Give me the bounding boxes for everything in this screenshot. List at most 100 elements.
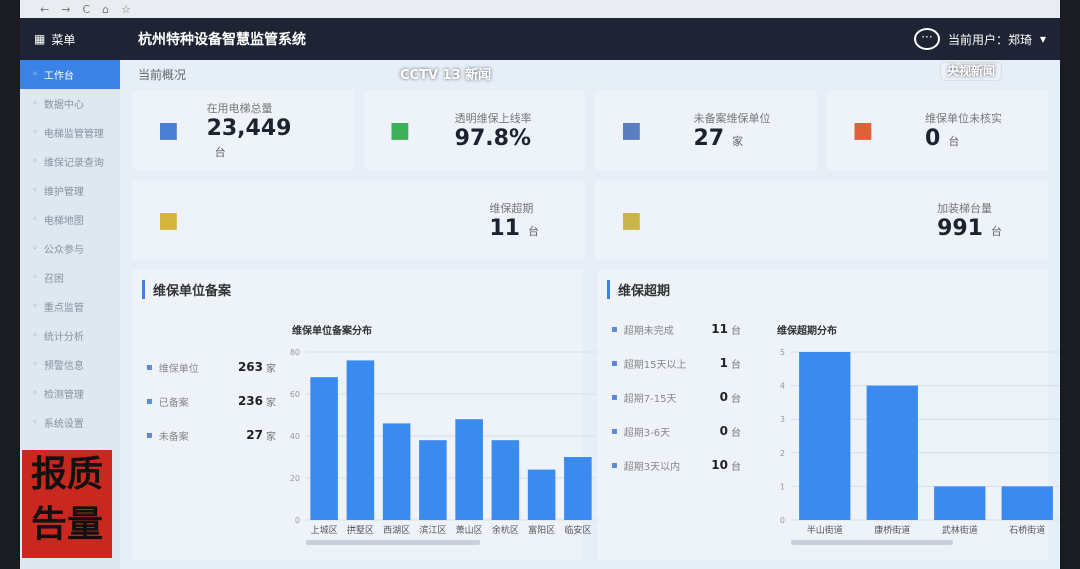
bullet-icon: ▪ (611, 391, 618, 403)
stat-label: 未备案维保单位 (693, 111, 771, 125)
bar (934, 486, 986, 520)
sidebar-item[interactable]: ◦ 公众参与 (20, 234, 120, 263)
reload-icon[interactable]: C (82, 2, 91, 16)
sidebar-item-icon: ◦ (32, 156, 38, 167)
sidebar-item[interactable]: ◦ 统计分析 (20, 321, 120, 350)
alert-box-icon: ■ (852, 117, 874, 143)
sidebar-item[interactable]: ◦ 检测管理 (20, 379, 120, 408)
stat-unit: 家 (266, 397, 276, 409)
overdue-panel: 维保超期 ▪ 超期未完成 11 台 ▪ 超期15天以上 1 台 ▪ 超期7-15天 0 台 ▪ 超期3-6… (597, 270, 1060, 560)
y-tick-label: 2 (780, 449, 785, 458)
stat-label: 超期7-15天 (623, 393, 677, 405)
stat-value: 991 (937, 215, 983, 241)
sidebar-item[interactable]: ◦ 数据中心 (20, 89, 120, 118)
stat-unit: 台 (948, 134, 960, 148)
sidebar-item[interactable]: ◦ 预警信息 (20, 350, 120, 379)
cctv13-logo: CCTV 13 新闻 (400, 68, 492, 83)
stat-label: 超期3天以内 (623, 461, 681, 473)
top-bar: ▦ 菜单 杭州特种设备智慧监管系统 ··· 当前用户：郑琦 ▾ (20, 18, 1060, 60)
x-tick-label: 临安区 (564, 524, 591, 536)
x-tick-label: 富阳区 (528, 524, 555, 536)
y-tick-label: 40 (290, 432, 300, 441)
app-title: 杭州特种设备智慧监管系统 (138, 32, 306, 48)
stat-label: 超期未完成 (623, 325, 674, 337)
chart-scrollbar[interactable] (306, 540, 480, 545)
stat-row: ▪ 维保单位 263 家 (146, 350, 276, 384)
sidebar-item-icon: ◦ (32, 214, 38, 225)
main-content: 当前概况 ■ 在用电梯总量 23,449台 ■ 透明维保上线率 97.8% ■ 未备案维保单位… (120, 60, 1060, 569)
breadcrumb: 当前概况 (138, 68, 187, 82)
bar (491, 440, 520, 520)
bullet-icon: ▪ (611, 459, 618, 471)
stat-unit: 家 (732, 134, 744, 148)
bullet-icon: ▪ (146, 395, 153, 407)
x-tick-label: 拱墅区 (347, 524, 374, 536)
panel-title: 维保单位备案 (142, 280, 573, 299)
y-tick-label: 20 (290, 474, 300, 483)
menu-button[interactable]: ▦ 菜单 (34, 32, 76, 47)
sidebar-item-icon: ◦ (32, 185, 38, 196)
stat-card: ■ 维保超期 11 台 (132, 180, 585, 260)
wrench-icon: ■ (621, 207, 642, 233)
cctv-news-badge: 央视新闻 (940, 62, 1003, 81)
stat-row: ▪ 超期7-15天 0 台 (611, 380, 741, 414)
sidebar-item[interactable]: ◦ 电梯监管管理 (20, 118, 120, 147)
sidebar-item-label: 召困 (43, 274, 64, 285)
bullet-icon: ▪ (146, 361, 153, 373)
sidebar-item-icon: ◦ (32, 69, 38, 80)
forward-icon[interactable]: → (61, 2, 71, 16)
stat-label: 维保单位 (158, 363, 199, 375)
y-tick-label: 3 (780, 415, 785, 424)
stat-label: 维保单位未核实 (925, 111, 1002, 125)
tools-icon: ■ (158, 207, 179, 233)
star-icon[interactable]: ☆ (121, 2, 131, 16)
sidebar-item-icon: ◦ (32, 388, 38, 399)
elevator-icon: ■ (158, 117, 179, 143)
sidebar-item-icon: ◦ (32, 243, 38, 254)
sidebar-item-label: 数据中心 (43, 100, 84, 111)
stat-value: 263 (237, 360, 263, 374)
stat-card: ■ 未备案维保单位 27 家 (595, 90, 817, 170)
bar (455, 419, 483, 520)
sidebar-item[interactable]: ◦ 维保记录查询 (20, 147, 120, 176)
sidebar-item[interactable]: ◦ 工作台 (20, 60, 120, 89)
stat-card: ■ 维保单位未核实 0 台 (826, 90, 1048, 170)
stat-cards-row2: ■ 维保超期 11 台 ■ 加装梯台量 991 台 (132, 180, 1048, 260)
home-icon[interactable]: ⌂ (102, 2, 110, 16)
y-tick-label: 5 (780, 348, 785, 357)
stat-unit: 台 (214, 146, 226, 159)
chat-bubble-icon[interactable]: ··· (913, 28, 940, 50)
sidebar-item-label: 维护管理 (43, 187, 84, 198)
stat-card: ■ 在用电梯总量 23,449 台 (132, 90, 354, 170)
sidebar-item-icon: ◦ (32, 359, 38, 370)
sidebar-item[interactable]: ◦ 电梯地图 (20, 205, 120, 234)
stat-value: 236 (237, 394, 263, 408)
sidebar-item[interactable]: ◦ 召困 (20, 263, 120, 292)
x-tick-label: 西湖区 (383, 525, 410, 536)
chevron-down-icon[interactable]: ▾ (1039, 32, 1046, 46)
filing-panel: 维保单位备案 ▪ 维保单位 263 家 ▪ 已备案 236 家 ▪ 未备案 27 家 维保单位备案分布… (132, 270, 596, 560)
sidebar-item-label: 重点监管 (43, 303, 84, 314)
stat-row: ▪ 超期3天以内 10 台 (611, 448, 741, 482)
bar (799, 352, 851, 520)
stat-value: 0 (719, 390, 728, 404)
sidebar-item-icon: ◦ (32, 417, 38, 428)
building-icon: ■ (621, 117, 642, 143)
chart-title: 维保单位备案分布 (292, 324, 372, 337)
stat-value: 27 (246, 428, 263, 442)
stat-label: 未备案 (158, 431, 189, 443)
sidebar-item[interactable]: ◦ 维护管理 (20, 176, 120, 205)
stat-value: 1 (719, 356, 728, 370)
bar (419, 440, 447, 520)
back-icon[interactable]: ← (40, 2, 50, 16)
sidebar-item[interactable]: ◦ 重点监管 (20, 292, 120, 321)
stat-value: 27 (693, 125, 725, 151)
user-menu[interactable]: 当前用户：郑琦 (947, 32, 1032, 47)
x-tick-label: 武林街道 (942, 524, 978, 536)
stat-unit: 台 (991, 224, 1002, 238)
chart-scrollbar[interactable] (791, 540, 953, 545)
sidebar-item[interactable]: ◦ 系统设置 (20, 408, 120, 437)
stat-card: ■ 透明维保上线率 97.8% (363, 90, 585, 170)
x-tick-label: 上城区 (311, 525, 338, 536)
sidebar-item-label: 电梯地图 (43, 216, 84, 227)
